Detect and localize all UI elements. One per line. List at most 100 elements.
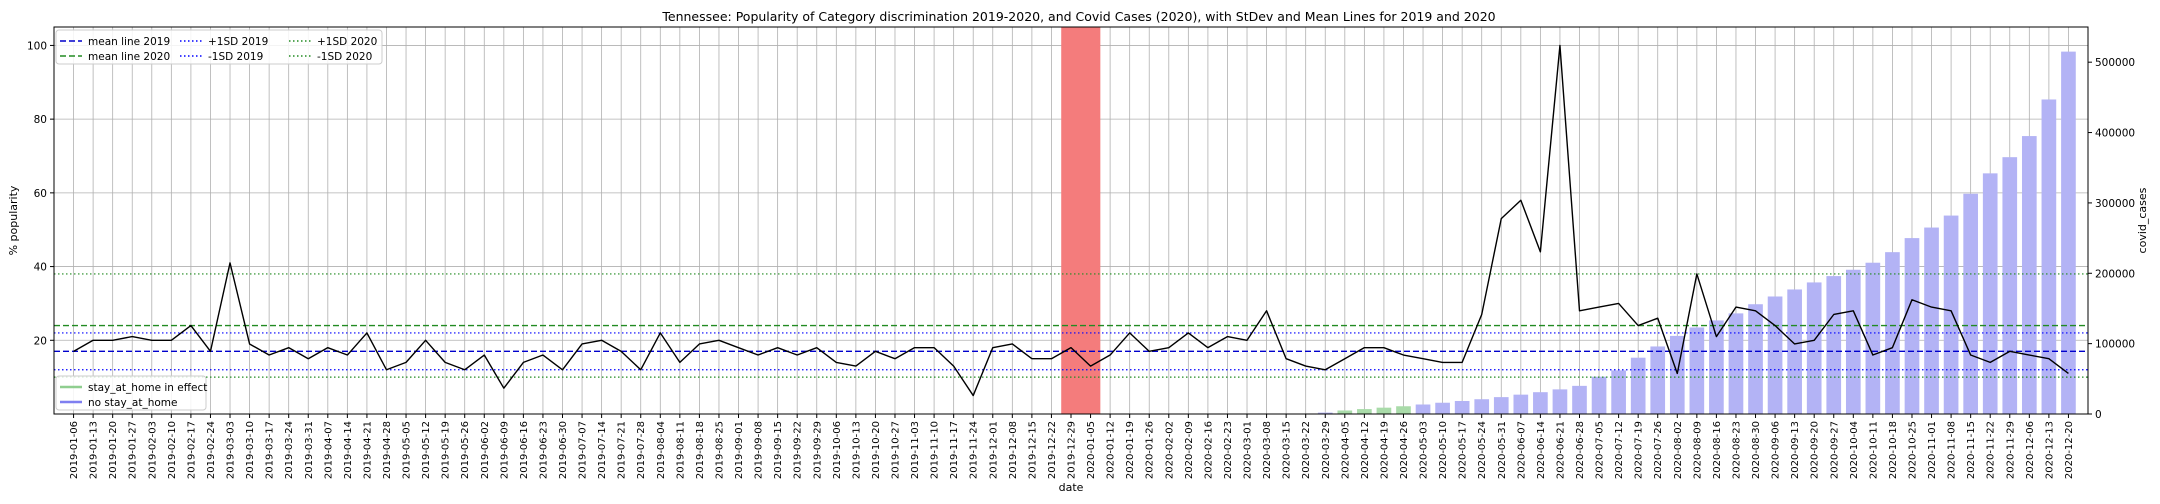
- covid-bar: [1845, 269, 1861, 414]
- x-tick-label: 2019-07-21: [617, 421, 628, 479]
- covid-bar: [2021, 136, 2037, 414]
- covid-bar: [1454, 400, 1470, 414]
- x-tick-label: 2020-06-28: [1575, 421, 1586, 479]
- x-tick-label: 2019-09-29: [812, 421, 823, 479]
- covid-bar: [1709, 320, 1724, 414]
- x-tick-label: 2019-03-24: [284, 421, 295, 479]
- x-axis-label: date: [1059, 481, 1084, 494]
- x-tick-label: 2019-03-31: [304, 421, 315, 479]
- x-tick-label: 2020-08-30: [1751, 421, 1762, 479]
- x-tick-label: 2020-08-16: [1712, 421, 1723, 479]
- x-tick-label: 2020-11-29: [2005, 421, 2016, 479]
- x-tick-label: 2019-02-24: [206, 421, 217, 479]
- reference-lines: [54, 273, 2088, 378]
- x-tick-label: 2020-02-02: [1164, 421, 1175, 479]
- legend-label: mean line 2019: [88, 36, 170, 48]
- x-tick-label: 2020-01-26: [1145, 421, 1156, 479]
- covid-bar: [1982, 173, 1998, 414]
- x-tick-label: 2019-08-25: [714, 421, 725, 479]
- x-tick-label: 2019-12-08: [1008, 421, 1019, 479]
- x-tick-label: 2019-09-01: [734, 421, 745, 479]
- x-tick-label: 2020-07-05: [1595, 421, 1606, 479]
- x-tick-label: 2020-09-06: [1771, 421, 1782, 479]
- x-tick-label: 2020-03-22: [1301, 421, 1312, 479]
- x-tick-label: 2020-03-01: [1243, 421, 1254, 479]
- x-tick-label: 2020-05-10: [1438, 421, 1449, 479]
- covid-bar: [1728, 313, 1744, 414]
- x-tick-label: 2020-05-31: [1497, 421, 1508, 479]
- x-tick-label: 2019-06-16: [519, 421, 530, 479]
- legend-box: [55, 375, 207, 411]
- x-tick-label: 2020-03-15: [1282, 421, 1293, 479]
- x-tick-label: 2020-07-12: [1614, 421, 1625, 479]
- x-tick-label: 2019-10-27: [890, 421, 901, 479]
- x-tick-label: 2019-09-08: [754, 421, 765, 479]
- popularity-line-group: [73, 44, 2069, 397]
- covid-bar: [1357, 409, 1372, 414]
- covid-bar: [1630, 357, 1646, 414]
- y-tick-label-left: 60: [34, 188, 47, 200]
- x-tick-label: 2019-12-22: [1047, 421, 1058, 479]
- x-tick-label: 2019-01-13: [89, 421, 100, 479]
- covid-bar: [1650, 346, 1666, 414]
- x-tick-label: 2020-06-14: [1536, 421, 1547, 479]
- covid-bar: [1493, 397, 1509, 414]
- legend-label: +1SD 2020: [317, 36, 377, 48]
- x-tick-label: 2020-11-15: [1966, 421, 1977, 479]
- x-tick-label: 2019-01-06: [69, 421, 80, 479]
- covid-bar: [1806, 282, 1822, 414]
- x-tick-label: 2019-04-21: [362, 421, 373, 479]
- covid-bar: [1826, 276, 1842, 414]
- x-tick-label: 2020-10-04: [1849, 421, 1860, 479]
- legend-label: mean line 2020: [88, 51, 170, 63]
- covid-bar: [2041, 99, 2057, 414]
- grid: [54, 27, 2088, 414]
- x-tick-label: 2020-09-20: [1810, 421, 1821, 479]
- covid-bar: [1533, 392, 1548, 414]
- y-tick-label-left: 80: [34, 114, 47, 126]
- legend-stay-at-home: stay_at_home in effect no stay_at_home: [55, 375, 207, 411]
- legend-label: -1SD 2019: [208, 51, 263, 63]
- x-tick-label: 2020-05-17: [1458, 421, 1469, 479]
- covid-bar: [1396, 406, 1411, 414]
- covid-bar: [2002, 157, 2018, 414]
- x-tick-label: 2020-08-09: [1692, 421, 1703, 479]
- x-tick-label: 2019-12-01: [988, 421, 999, 479]
- x-tick-label: 2019-12-15: [1027, 421, 1038, 479]
- x-tick-label: 2020-02-23: [1223, 421, 1234, 479]
- covid-bar: [1865, 262, 1881, 414]
- x-tick-label: 2020-02-09: [1184, 421, 1195, 479]
- y-tick-label-right: 400000: [2095, 128, 2135, 140]
- axes: 20 40 60 80 100 0 100000 200000 300000 400000 5000…: [27, 40, 2135, 479]
- x-tick-label: 2019-05-12: [421, 421, 432, 479]
- covid-bar: [1748, 304, 1763, 414]
- x-tick-label: 2019-05-19: [441, 421, 452, 479]
- x-tick-label: 2020-10-11: [1868, 421, 1879, 479]
- x-tick-label: 2020-01-19: [1125, 421, 1136, 479]
- x-tick-label: 2019-06-02: [480, 421, 491, 479]
- x-tick-label: 2020-07-19: [1634, 421, 1645, 479]
- x-tick-label: 2019-04-28: [382, 421, 393, 479]
- covid-bar: [1767, 296, 1783, 414]
- covid-bar: [1552, 389, 1568, 414]
- covid-bar: [1611, 370, 1626, 414]
- y-tick-label-right: 200000: [2095, 268, 2135, 280]
- x-tick-label: 2020-12-20: [2064, 421, 2075, 479]
- legend-box: [55, 29, 383, 65]
- covid-bar: [1337, 410, 1353, 414]
- y-tick-label-left: 40: [34, 262, 47, 274]
- covid-bar: [1435, 402, 1450, 414]
- x-tick-label: 2019-11-10: [930, 421, 941, 479]
- x-tick-label: 2020-03-08: [1262, 421, 1273, 479]
- x-tick-label: 2020-01-05: [1086, 421, 1097, 479]
- legend-label: no stay_at_home: [88, 397, 177, 409]
- covid-bar: [2061, 51, 2076, 415]
- y-axis-label-left: % popularity: [7, 185, 20, 255]
- x-tick-label: 2019-02-17: [186, 421, 197, 479]
- x-tick-label: 2020-05-24: [1477, 421, 1488, 479]
- covid-bar: [1317, 412, 1333, 414]
- x-tick-label: 2019-08-11: [675, 421, 686, 479]
- x-tick-label: 2020-09-27: [1829, 421, 1840, 479]
- x-tick-label: 2020-04-12: [1360, 421, 1371, 479]
